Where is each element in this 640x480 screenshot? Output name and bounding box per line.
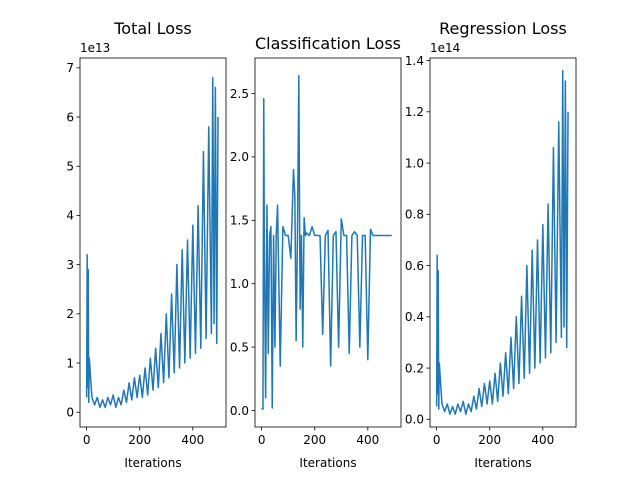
x-tick-label: 200 bbox=[128, 433, 151, 447]
y-tick-label: 1.2 bbox=[405, 105, 424, 119]
x-tick-label: 0 bbox=[433, 433, 441, 447]
y-tick-label: 1.5 bbox=[230, 214, 249, 228]
axes-frame bbox=[254, 57, 402, 428]
x-axis-label: Iterations bbox=[474, 456, 531, 470]
y-tick-label: 1.0 bbox=[230, 277, 249, 291]
y-offset-label: 1e14 bbox=[430, 41, 460, 55]
y-tick-label: 0.0 bbox=[405, 413, 424, 427]
y-tick-label: 0.5 bbox=[230, 340, 249, 354]
chart-title: Regression Loss bbox=[439, 19, 567, 38]
x-tick-label: 400 bbox=[531, 433, 554, 447]
y-tick-label: 2 bbox=[66, 307, 74, 321]
x-tick-label: 200 bbox=[478, 433, 501, 447]
series-line-1 bbox=[85, 76, 219, 409]
x-tick-label: 400 bbox=[181, 433, 204, 447]
axes-frame bbox=[429, 57, 577, 428]
x-axis-label: Iterations bbox=[299, 456, 356, 470]
x-tick-label: 200 bbox=[303, 433, 326, 447]
x-tick-label: 0 bbox=[258, 433, 266, 447]
y-tick-label: 0 bbox=[66, 406, 74, 420]
y-tick-label: 1.0 bbox=[405, 156, 424, 170]
y-tick-label: 6 bbox=[66, 110, 74, 124]
chart-title: Total Loss bbox=[113, 19, 192, 38]
y-tick-label: 0.2 bbox=[405, 361, 424, 375]
y-tick-label: 5 bbox=[66, 160, 74, 174]
y-tick-label: 2.5 bbox=[230, 87, 249, 101]
x-axis-label: Iterations bbox=[124, 456, 181, 470]
y-tick-label: 7 bbox=[66, 61, 74, 75]
y-offset-label: 1e13 bbox=[80, 41, 110, 55]
subplot-2: 0 200 400 0.0 0.5 1.0 1.5 2.0 2.5 Classification … bbox=[230, 34, 402, 470]
y-tick-label: 0.8 bbox=[405, 208, 424, 222]
y-tick-label: 0.0 bbox=[230, 404, 249, 418]
y-tick-label: 0.6 bbox=[405, 259, 424, 273]
y-tick-label: 0.4 bbox=[405, 310, 424, 324]
y-tick-label: 2.0 bbox=[230, 150, 249, 164]
subplot-1: 0 200 400 0 1 2 3 4 5 6 7 Total Loss Iterations 1e13 bbox=[66, 19, 227, 470]
y-tick-label: 4 bbox=[66, 209, 74, 223]
series-line-1 bbox=[435, 70, 569, 415]
series-line-1 bbox=[261, 75, 392, 410]
subplot-3: 0 200 400 0.0 0.2 0.4 0.6 0.8 1.0 1.2 1.4 Regressio… bbox=[405, 19, 577, 470]
y-tick-label: 1 bbox=[66, 356, 74, 370]
y-tick-label: 1.4 bbox=[405, 54, 424, 68]
x-tick-label: 400 bbox=[356, 433, 379, 447]
axes-frame bbox=[79, 57, 227, 428]
x-tick-label: 0 bbox=[83, 433, 91, 447]
chart-title: Classification Loss bbox=[255, 34, 401, 53]
y-tick-label: 3 bbox=[66, 258, 74, 272]
